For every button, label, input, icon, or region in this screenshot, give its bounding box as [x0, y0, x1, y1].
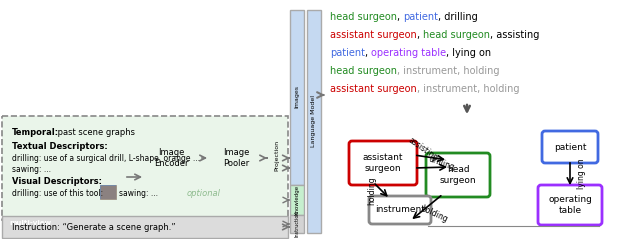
Text: drilling: drilling [428, 155, 456, 172]
Text: Instruction: Instruction [294, 211, 300, 237]
Text: past scene graphs: past scene graphs [55, 128, 135, 137]
Text: holding: holding [367, 176, 376, 205]
FancyBboxPatch shape [11, 131, 126, 236]
Text: assisting: assisting [406, 136, 440, 163]
FancyBboxPatch shape [100, 185, 116, 199]
FancyBboxPatch shape [369, 196, 431, 224]
Text: , drilling: , drilling [438, 12, 478, 22]
Text: head surgeon: head surgeon [330, 66, 397, 76]
Text: Textual Descriptors:: Textual Descriptors: [12, 142, 108, 151]
Text: Image
Encoder: Image Encoder [154, 148, 188, 168]
Text: , lying on: , lying on [446, 48, 492, 58]
FancyBboxPatch shape [307, 10, 321, 233]
FancyBboxPatch shape [2, 216, 288, 238]
FancyBboxPatch shape [7, 127, 122, 232]
FancyBboxPatch shape [290, 10, 304, 185]
FancyBboxPatch shape [426, 153, 490, 197]
FancyBboxPatch shape [7, 127, 118, 228]
FancyBboxPatch shape [7, 127, 118, 179]
Text: Image
Pooler: Image Pooler [223, 148, 249, 168]
Text: drilling: use of a surgical drill, L-shape, orange ...: drilling: use of a surgical drill, L-sha… [12, 154, 200, 163]
Text: Images: Images [294, 86, 300, 109]
Text: patient: patient [330, 48, 365, 58]
Text: lying on: lying on [577, 159, 586, 189]
Text: , assisting: , assisting [490, 30, 540, 40]
FancyBboxPatch shape [290, 185, 304, 215]
Text: ,: , [397, 12, 403, 22]
Text: Language Model: Language Model [312, 95, 317, 147]
Text: Projection: Projection [275, 139, 280, 171]
Text: head
surgeon: head surgeon [440, 165, 476, 185]
Text: , instrument, holding: , instrument, holding [417, 84, 519, 94]
FancyBboxPatch shape [538, 185, 602, 225]
FancyBboxPatch shape [143, 138, 199, 178]
Text: holding: holding [420, 203, 449, 224]
FancyBboxPatch shape [290, 215, 304, 233]
FancyBboxPatch shape [2, 116, 288, 220]
FancyBboxPatch shape [5, 125, 120, 230]
Text: , instrument, holding: , instrument, holding [397, 66, 499, 76]
Text: assistant surgeon: assistant surgeon [330, 30, 417, 40]
Text: instrument: instrument [375, 206, 425, 214]
Text: head surgeon: head surgeon [423, 30, 490, 40]
FancyBboxPatch shape [349, 141, 417, 185]
Text: head surgeon: head surgeon [330, 12, 397, 22]
FancyBboxPatch shape [208, 138, 264, 178]
Text: drilling: use of this tool:: drilling: use of this tool: [12, 189, 103, 198]
Text: assistant
surgeon: assistant surgeon [363, 153, 403, 173]
Text: sawing: ...: sawing: ... [12, 165, 51, 174]
Text: sawing: ...: sawing: ... [119, 189, 158, 198]
Text: optional: optional [187, 189, 221, 198]
Text: multi-view: multi-view [9, 220, 51, 226]
Text: operating
table: operating table [548, 195, 592, 215]
Text: ,: , [365, 48, 371, 58]
Text: ,: , [417, 30, 423, 40]
Text: Temporal:: Temporal: [12, 128, 59, 137]
Text: Instruction: “Generate a scene graph.”: Instruction: “Generate a scene graph.” [12, 223, 175, 232]
FancyBboxPatch shape [270, 128, 285, 183]
Text: operating table: operating table [371, 48, 446, 58]
Text: patient: patient [554, 142, 586, 152]
FancyBboxPatch shape [542, 131, 598, 163]
Text: patient: patient [403, 12, 438, 22]
Text: Knowledge: Knowledge [294, 185, 300, 215]
Text: assistant surgeon: assistant surgeon [330, 84, 417, 94]
FancyBboxPatch shape [100, 185, 116, 199]
FancyBboxPatch shape [9, 129, 124, 234]
Text: Visual Descriptors:: Visual Descriptors: [12, 177, 102, 186]
